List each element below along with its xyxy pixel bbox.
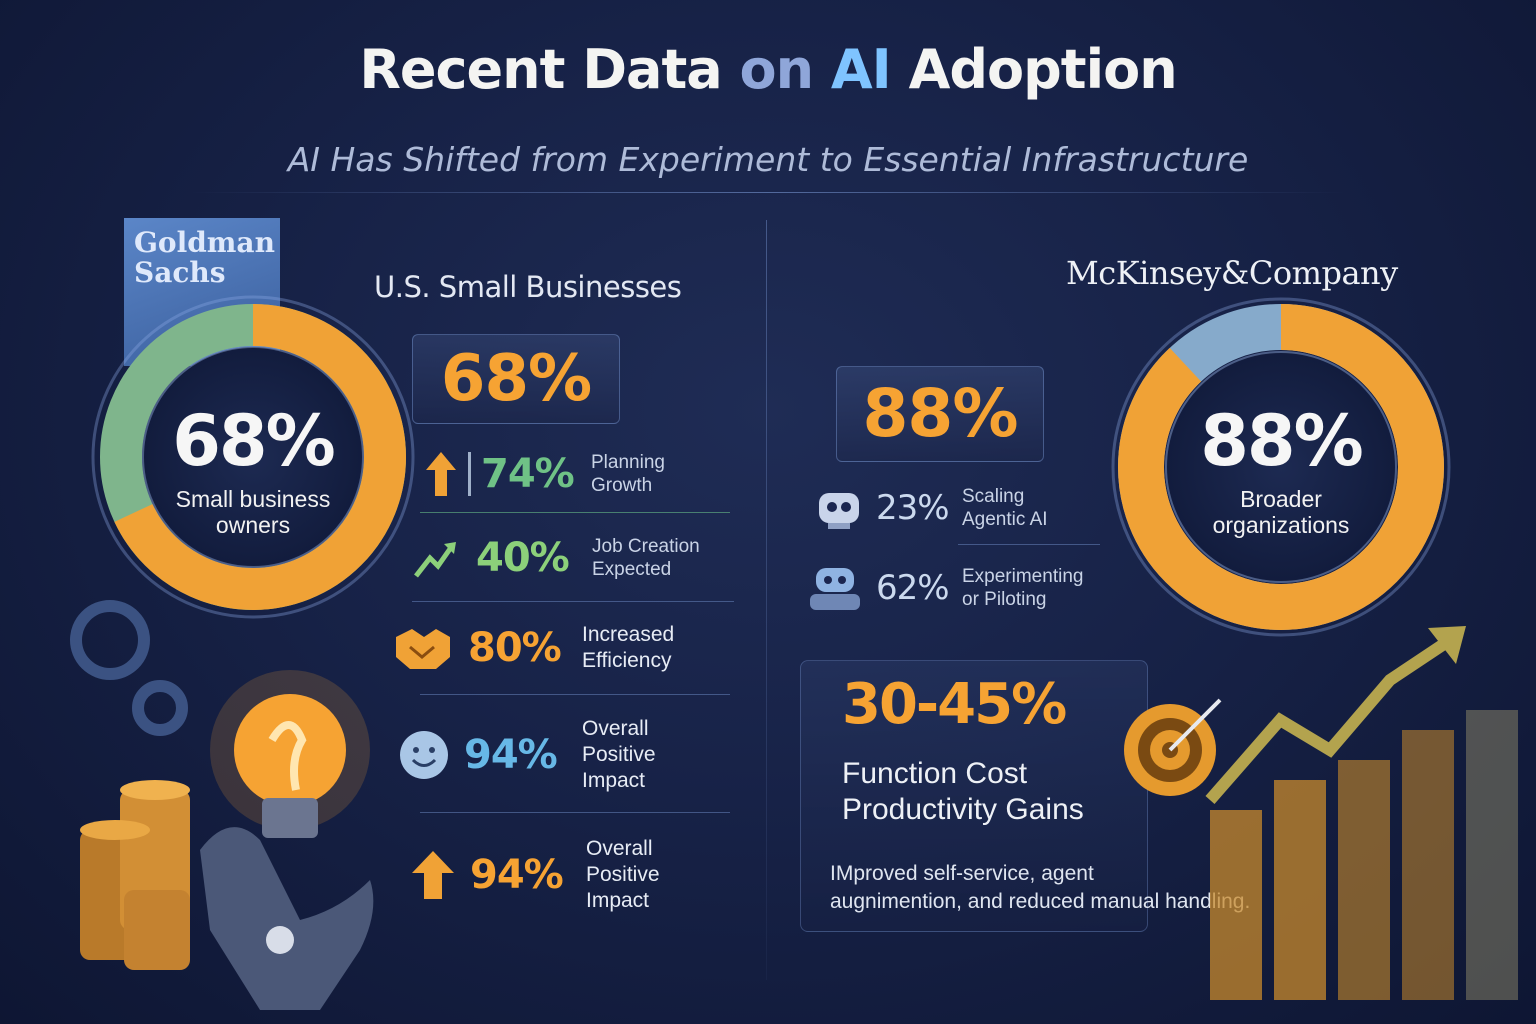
range-value: 30-45% [842, 672, 1067, 737]
arrow-up-icon [426, 452, 456, 496]
range-label: Function Cost Productivity Gains [842, 757, 1084, 826]
right-donut-center: 88% Broader organizations [1151, 400, 1411, 538]
section-title-small-businesses: U.S. Small Businesses [374, 270, 682, 304]
lightbulb-coins-illustration [70, 600, 374, 1010]
stat-value: 40% [476, 535, 570, 581]
arrow-up-icon [412, 851, 454, 899]
robot-icon [810, 568, 860, 610]
stat-label: Planning Growth [591, 452, 665, 496]
separator [958, 544, 1100, 545]
donut-value: 68% [172, 400, 336, 482]
trend-arrow-icon [1205, 626, 1466, 804]
gear-icon [70, 600, 188, 736]
highlight-value: 88% [862, 375, 1019, 452]
row-separator [468, 452, 471, 496]
robot-icon [819, 493, 859, 529]
highlight-box-88: 88% [836, 366, 1044, 462]
stat-row-planning-growth: 74% Planning Growth [424, 446, 734, 502]
growth-arrow-icon [414, 542, 456, 578]
stat-value: 94% [470, 852, 564, 898]
header-divider [190, 192, 1346, 193]
stat-value: 80% [468, 625, 562, 671]
stat-label: Scaling Agentic AI [962, 486, 1048, 530]
stat-value: 94% [464, 732, 558, 778]
stat-row-positive-impact-1: 94% Overall Positive Impact [398, 712, 738, 798]
separator [420, 694, 730, 695]
lightbulb-icon [210, 670, 370, 838]
stat-row-increased-efficiency: 80% Increased Efficiency [392, 618, 732, 678]
stat-value: 23% [876, 488, 950, 528]
handshake-icon [396, 629, 450, 669]
stat-row-job-creation: 40% Job Creation Expected [412, 530, 732, 586]
stat-value: 74% [481, 451, 575, 497]
donut-label-line1: Broader [1240, 486, 1322, 512]
page-subtitle: AI Has Shifted from Experiment to Essent… [287, 140, 1249, 179]
donut-label-line2: organizations [1212, 512, 1350, 538]
donut-fill-segment [100, 304, 406, 610]
donut-label-line1: Small business [175, 486, 331, 512]
left-donut-chart [91, 295, 415, 619]
stat-label: Overall Positive Impact [582, 717, 656, 792]
highlight-value: 68% [440, 342, 592, 416]
column-divider [766, 220, 767, 980]
separator [412, 601, 734, 602]
separator [420, 512, 730, 513]
stat-label: Overall Positive Impact [586, 837, 660, 912]
growth-chart-illustration [1124, 626, 1518, 1000]
target-icon [1124, 698, 1222, 796]
stat-label: Increased Efficiency [582, 623, 675, 672]
right-donut-chart [1111, 297, 1451, 637]
bar-chart-icon [1210, 710, 1518, 1000]
cost-gains-card [800, 660, 1148, 932]
page-title: Recent Data on AI Adoption [359, 38, 1177, 101]
donut-value: 88% [1200, 400, 1364, 482]
coin-stacks-icon [80, 780, 190, 970]
stat-row-scaling-agentic-ai: 23% Scaling Agentic AI [814, 478, 1094, 538]
stat-row-positive-impact-2: 94% Overall Positive Impact [410, 832, 740, 918]
stat-label: Experimenting or Piloting [962, 566, 1084, 610]
highlight-box-68: 68% [412, 334, 620, 424]
description: IMproved self-service, agent augnimentio… [830, 862, 1251, 913]
left-donut-center: 68% Small business owners [128, 400, 378, 538]
mckinsey-logo: McKinsey&Company [1066, 254, 1398, 292]
stat-value: 62% [876, 568, 950, 608]
stat-row-experimenting: 62% Experimenting or Piloting [806, 558, 1106, 618]
stat-label: Job Creation Expected [592, 536, 700, 580]
smiley-icon [400, 731, 448, 779]
donut-fill-segment [1118, 304, 1444, 630]
separator [420, 812, 730, 813]
donut-label-line2: owners [215, 512, 291, 538]
robot-hand-icon [200, 827, 374, 1010]
